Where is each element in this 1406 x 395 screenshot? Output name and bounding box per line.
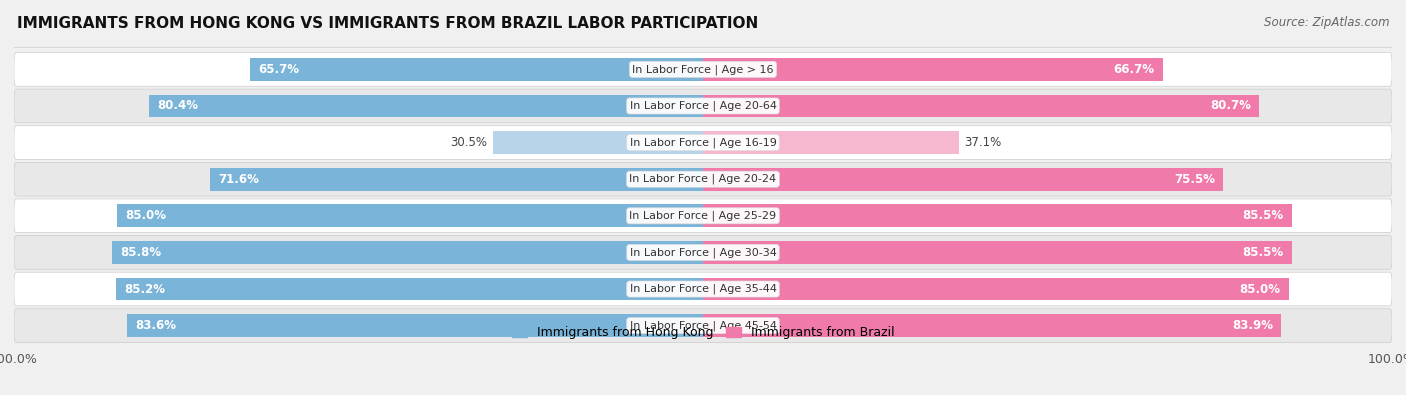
Text: 85.5%: 85.5% (1243, 209, 1284, 222)
Bar (117, 205, 703, 227)
Bar (117, 278, 703, 300)
Bar (703, 168, 1223, 190)
Bar (703, 314, 1281, 337)
Text: 85.0%: 85.0% (125, 209, 167, 222)
Text: 85.2%: 85.2% (124, 282, 166, 295)
Text: In Labor Force | Age > 16: In Labor Force | Age > 16 (633, 64, 773, 75)
FancyBboxPatch shape (14, 53, 1392, 86)
Text: 37.1%: 37.1% (965, 136, 1001, 149)
Text: In Labor Force | Age 20-24: In Labor Force | Age 20-24 (630, 174, 776, 184)
FancyBboxPatch shape (14, 126, 1392, 160)
Text: IMMIGRANTS FROM HONG KONG VS IMMIGRANTS FROM BRAZIL LABOR PARTICIPATION: IMMIGRANTS FROM HONG KONG VS IMMIGRANTS … (17, 16, 758, 31)
Bar (209, 168, 703, 190)
Bar (703, 205, 1292, 227)
Text: 85.8%: 85.8% (120, 246, 162, 259)
Bar (149, 95, 703, 117)
Bar (703, 278, 1289, 300)
Text: 85.0%: 85.0% (1239, 282, 1281, 295)
Bar (112, 241, 703, 264)
Text: In Labor Force | Age 16-19: In Labor Force | Age 16-19 (630, 137, 776, 148)
Text: In Labor Force | Age 20-64: In Labor Force | Age 20-64 (630, 101, 776, 111)
FancyBboxPatch shape (14, 162, 1392, 196)
Text: 80.7%: 80.7% (1209, 100, 1251, 113)
Bar (703, 58, 1163, 81)
Legend: Immigrants from Hong Kong, Immigrants from Brazil: Immigrants from Hong Kong, Immigrants fr… (506, 322, 900, 344)
Bar (494, 131, 703, 154)
Text: 85.5%: 85.5% (1243, 246, 1284, 259)
Text: 83.9%: 83.9% (1232, 319, 1272, 332)
Bar (703, 95, 1258, 117)
FancyBboxPatch shape (14, 235, 1392, 269)
FancyBboxPatch shape (14, 309, 1392, 342)
Text: In Labor Force | Age 45-54: In Labor Force | Age 45-54 (630, 320, 776, 331)
Text: 75.5%: 75.5% (1174, 173, 1215, 186)
Text: In Labor Force | Age 35-44: In Labor Force | Age 35-44 (630, 284, 776, 294)
FancyBboxPatch shape (14, 272, 1392, 306)
Text: In Labor Force | Age 30-34: In Labor Force | Age 30-34 (630, 247, 776, 258)
Text: 83.6%: 83.6% (135, 319, 176, 332)
Text: 71.6%: 71.6% (218, 173, 259, 186)
Text: 80.4%: 80.4% (157, 100, 198, 113)
Bar (703, 131, 959, 154)
FancyBboxPatch shape (14, 199, 1392, 233)
Bar (250, 58, 703, 81)
Bar (703, 241, 1292, 264)
Text: 65.7%: 65.7% (259, 63, 299, 76)
FancyBboxPatch shape (14, 89, 1392, 123)
Text: In Labor Force | Age 25-29: In Labor Force | Age 25-29 (630, 211, 776, 221)
Text: 30.5%: 30.5% (450, 136, 488, 149)
Text: 66.7%: 66.7% (1114, 63, 1154, 76)
Bar (127, 314, 703, 337)
Text: Source: ZipAtlas.com: Source: ZipAtlas.com (1264, 16, 1389, 29)
